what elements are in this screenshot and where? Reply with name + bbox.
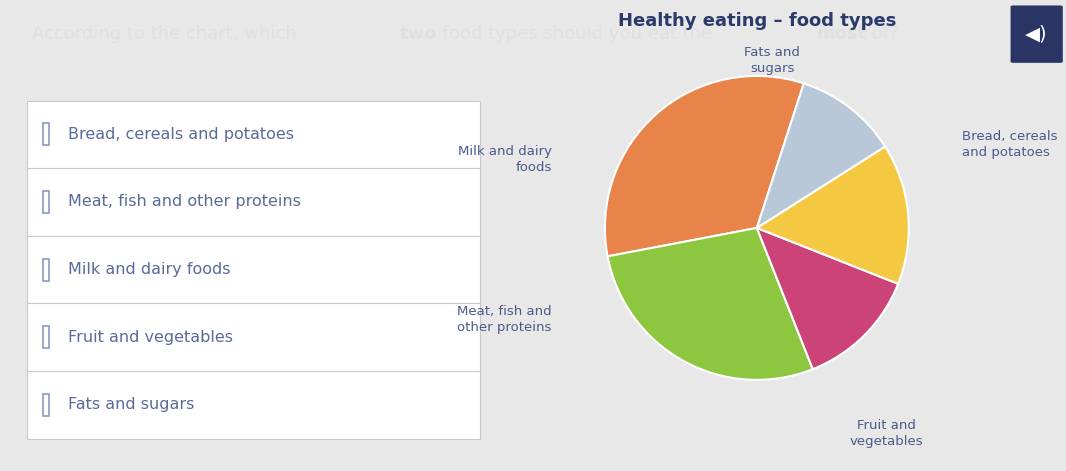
Bar <box>27 236 480 303</box>
Bar <box>43 259 49 281</box>
Wedge shape <box>604 76 804 256</box>
Text: Meat, fish and
other proteins: Meat, fish and other proteins <box>457 305 552 333</box>
FancyBboxPatch shape <box>1011 6 1063 63</box>
Text: Fats and
sugars: Fats and sugars <box>744 46 800 75</box>
Text: two: two <box>400 25 437 43</box>
Bar <box>27 100 480 168</box>
Text: most: most <box>817 25 867 43</box>
Text: Bread, cereals
and potatoes: Bread, cereals and potatoes <box>962 130 1057 159</box>
Text: Healthy eating – food types: Healthy eating – food types <box>617 12 897 30</box>
Bar <box>27 168 480 236</box>
Text: ◀): ◀) <box>1024 24 1048 44</box>
Text: Milk and dairy
foods: Milk and dairy foods <box>457 145 552 174</box>
Text: of?: of? <box>866 25 898 43</box>
Text: Milk and dairy foods: Milk and dairy foods <box>68 262 230 277</box>
Bar <box>43 191 49 213</box>
Wedge shape <box>608 228 812 380</box>
Text: food types should you eat the: food types should you eat the <box>437 25 717 43</box>
Wedge shape <box>757 228 899 369</box>
Bar <box>43 326 49 349</box>
Text: Meat, fish and other proteins: Meat, fish and other proteins <box>68 195 301 210</box>
Wedge shape <box>757 83 885 228</box>
Bar <box>43 123 49 146</box>
Bar <box>27 371 480 439</box>
Text: Fats and sugars: Fats and sugars <box>68 398 194 413</box>
Text: Fruit and vegetables: Fruit and vegetables <box>68 330 232 345</box>
Bar <box>43 394 49 416</box>
Text: Bread, cereals and potatoes: Bread, cereals and potatoes <box>68 127 294 142</box>
Text: According to the chart, which: According to the chart, which <box>32 25 303 43</box>
Bar <box>27 303 480 371</box>
Text: Fruit and
vegetables: Fruit and vegetables <box>850 419 923 447</box>
Wedge shape <box>757 146 909 284</box>
